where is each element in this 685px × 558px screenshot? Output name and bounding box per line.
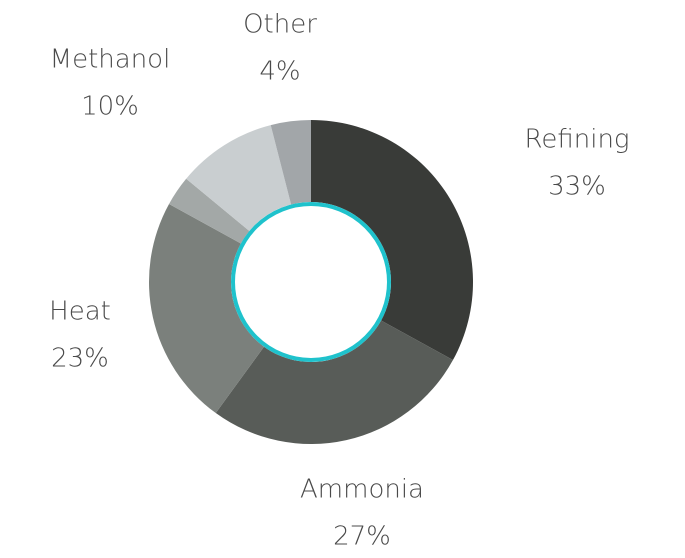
slice-label: Refining [524,125,629,155]
slice-label: Other [243,10,317,40]
slice-value-label: 27% [333,522,391,552]
slice-value-label: 4% [259,57,300,87]
donut-slice [186,125,292,232]
slice-value-label: 10% [81,92,139,122]
donut-slice [270,120,311,205]
slice-value-label: 33% [548,172,606,202]
donut-slice [149,203,264,414]
donut-slice [169,178,250,244]
slice-label: Methanol [50,45,171,75]
donut-slice [311,120,473,361]
slice-label: Ammonia [300,475,424,505]
slice-label: Heat [49,297,111,327]
slice-value-label: 23% [51,344,109,374]
donut-hole [231,202,391,362]
donut-slice [215,320,453,444]
